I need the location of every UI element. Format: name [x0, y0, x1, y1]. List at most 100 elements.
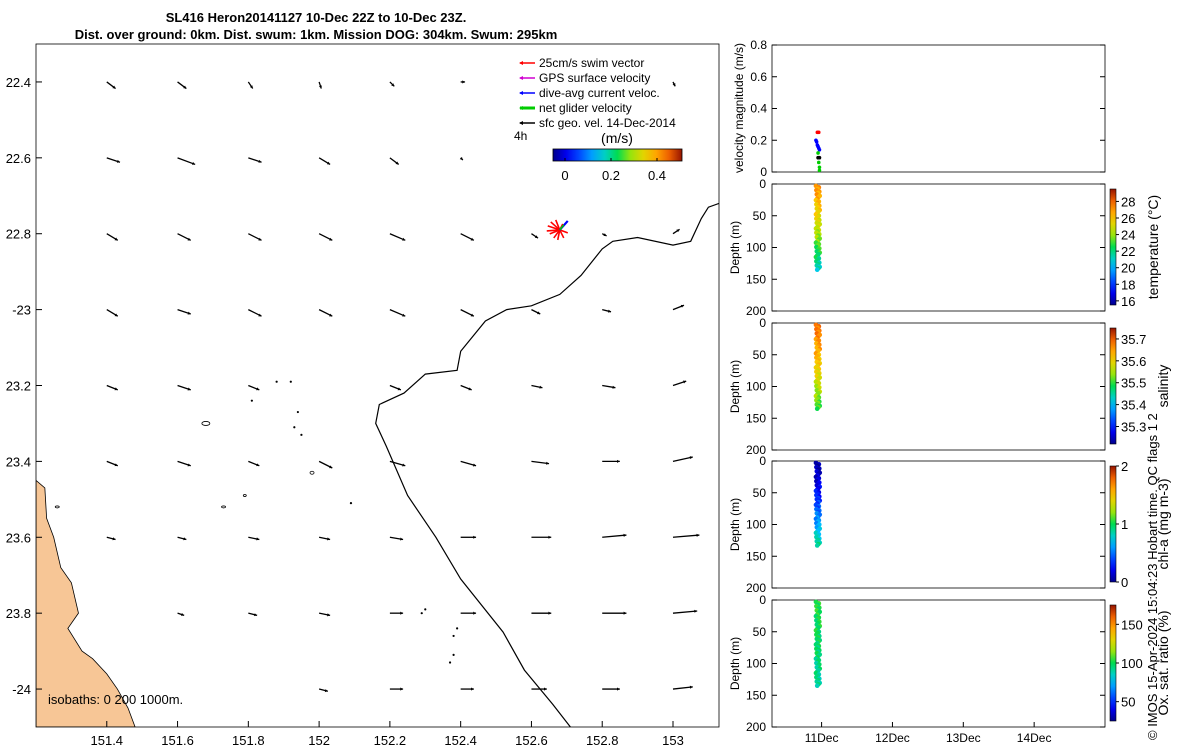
- surface-velocity-arrowhead: [114, 313, 118, 317]
- depth-tick-label: 150: [746, 549, 766, 563]
- island-outline: [54, 505, 60, 509]
- colorbar-tick-label: 16: [1121, 294, 1135, 309]
- depth-tick-label: 150: [746, 688, 766, 702]
- surface-velocity-arrowhead: [534, 235, 539, 239]
- surface-velocity-arrowhead: [400, 687, 404, 691]
- surface-velocity-arrowhead: [402, 463, 406, 467]
- swim-vector: [555, 219, 561, 231]
- depth-tick-label: 100: [746, 380, 766, 394]
- time-tick-label: 11Dec: [805, 731, 839, 745]
- colorbar-tick-label: 100: [1121, 656, 1143, 671]
- depth-ylabel: Depth (m): [728, 360, 742, 413]
- island-dot: [452, 653, 455, 657]
- depth-ylabel: Depth (m): [728, 637, 742, 690]
- surface-velocity-arrowhead: [258, 313, 262, 317]
- x-tick-label: 153: [662, 733, 684, 748]
- surface-velocity-arrowhead: [612, 385, 616, 389]
- colorbar-tick-label: 18: [1121, 277, 1135, 292]
- colorbar-title: Ox. sat. ratio (%): [1155, 610, 1171, 715]
- island-outline: [221, 505, 226, 509]
- y-tick-label: -24: [12, 682, 31, 697]
- colorbar-tick-label: 35.5: [1121, 376, 1146, 391]
- x-tick-label: 152.6: [515, 733, 548, 748]
- surface-velocity-arrowhead: [327, 537, 331, 541]
- surface-velocity-arrowhead: [468, 387, 472, 391]
- surface-velocity-arrowhead: [689, 456, 693, 460]
- colorbar-title: salinity: [1155, 365, 1171, 408]
- profile-colorbar: [1109, 327, 1117, 445]
- colorbar-tick-label: 35.7: [1121, 332, 1146, 347]
- depth-tick-label: 100: [746, 241, 766, 255]
- surface-velocity-arrowhead: [395, 161, 399, 165]
- profile-axes-box: [771, 322, 1106, 451]
- colorbar-tick-label: 35.3: [1121, 419, 1146, 434]
- legend-swatch-head: [519, 91, 523, 95]
- depth-tick-label: 0: [759, 593, 766, 607]
- velocity-ylabel: velocity magnitude (m/s): [732, 43, 746, 173]
- surface-velocity-arrowhead: [696, 533, 700, 537]
- surface-velocity-vector: [672, 456, 693, 463]
- island-dot: [293, 426, 296, 429]
- speed-colorbar: [552, 148, 683, 162]
- x-tick-label: 152.8: [586, 733, 619, 748]
- colorbar-tick-label: 22: [1121, 244, 1135, 259]
- x-tick-label: 152.4: [444, 733, 477, 748]
- island-dot: [424, 608, 427, 611]
- time-tick-label: 14Dec: [1017, 731, 1052, 745]
- surface-velocity-arrowhead: [472, 463, 477, 467]
- island-outline: [309, 470, 315, 475]
- velocity-y-tick-label: 0.2: [750, 133, 767, 147]
- island-dot: [250, 399, 253, 402]
- profile-colorbar: [1109, 604, 1117, 722]
- surface-velocity-arrowhead: [537, 311, 541, 315]
- surface-velocity-arrowhead: [249, 85, 253, 89]
- surface-velocity-vector: [672, 610, 698, 614]
- colorbar-title: chl-a (mg m-3): [1155, 478, 1171, 569]
- swim-vector: [550, 221, 561, 231]
- profile-point: [814, 267, 820, 273]
- colorbar-label: (m/s): [601, 130, 633, 146]
- legend-entry: dive-avg current veloc.: [539, 86, 660, 100]
- surface-velocity-arrowhead: [181, 613, 185, 616]
- surface-velocity-arrowhead: [183, 85, 187, 89]
- colorbar-tick-label: 1: [1121, 517, 1128, 532]
- time-tick-label: 12Dec: [875, 731, 910, 745]
- surface-velocity-arrowhead: [114, 237, 118, 241]
- surface-velocity-arrowhead: [256, 537, 260, 541]
- surface-velocity-arrowhead: [689, 685, 693, 689]
- surface-velocity-vector: [177, 157, 196, 166]
- surface-velocity-arrowhead: [191, 162, 196, 165]
- surface-velocity-vector: [602, 534, 627, 538]
- velocity-point: [816, 130, 821, 135]
- colorbar-tick-label: 0: [561, 168, 568, 183]
- surface-velocity-arrowhead: [459, 156, 463, 161]
- colorbar-tick-label: 50: [1121, 695, 1135, 710]
- surface-velocity-arrowhead: [329, 313, 333, 317]
- surface-velocity-arrowhead: [258, 159, 262, 163]
- surface-velocity-arrowhead: [397, 387, 401, 391]
- island-dot: [452, 634, 455, 638]
- x-tick-label: 151.8: [232, 733, 265, 748]
- surface-velocity-arrowhead: [112, 85, 116, 89]
- velocity-point: [817, 165, 822, 170]
- surface-velocity-arrowhead: [402, 237, 406, 241]
- surface-velocity-arrowhead: [680, 304, 684, 308]
- legend-entry: sfc geo. vel. 14-Dec-2014: [539, 116, 676, 130]
- depth-ylabel: Depth (m): [728, 498, 742, 551]
- colorbar-title: temperature (°C): [1145, 195, 1161, 299]
- depth-tick-label: 50: [753, 625, 767, 639]
- surface-velocity-arrowhead: [471, 687, 474, 691]
- surface-velocity-arrowhead: [473, 535, 477, 539]
- surface-velocity-arrowhead: [400, 537, 404, 541]
- surface-velocity-arrowhead: [400, 611, 404, 615]
- map-axes-box: [35, 43, 720, 728]
- depth-tick-label: 100: [746, 657, 766, 671]
- surface-velocity-arrowhead: [254, 613, 258, 617]
- surface-velocity-arrowhead: [183, 537, 187, 541]
- x-tick-label: 151.4: [91, 733, 124, 748]
- surface-velocity-arrowhead: [623, 533, 627, 537]
- island-dot: [448, 661, 452, 664]
- island-dot: [300, 433, 303, 436]
- island-dot: [296, 410, 299, 414]
